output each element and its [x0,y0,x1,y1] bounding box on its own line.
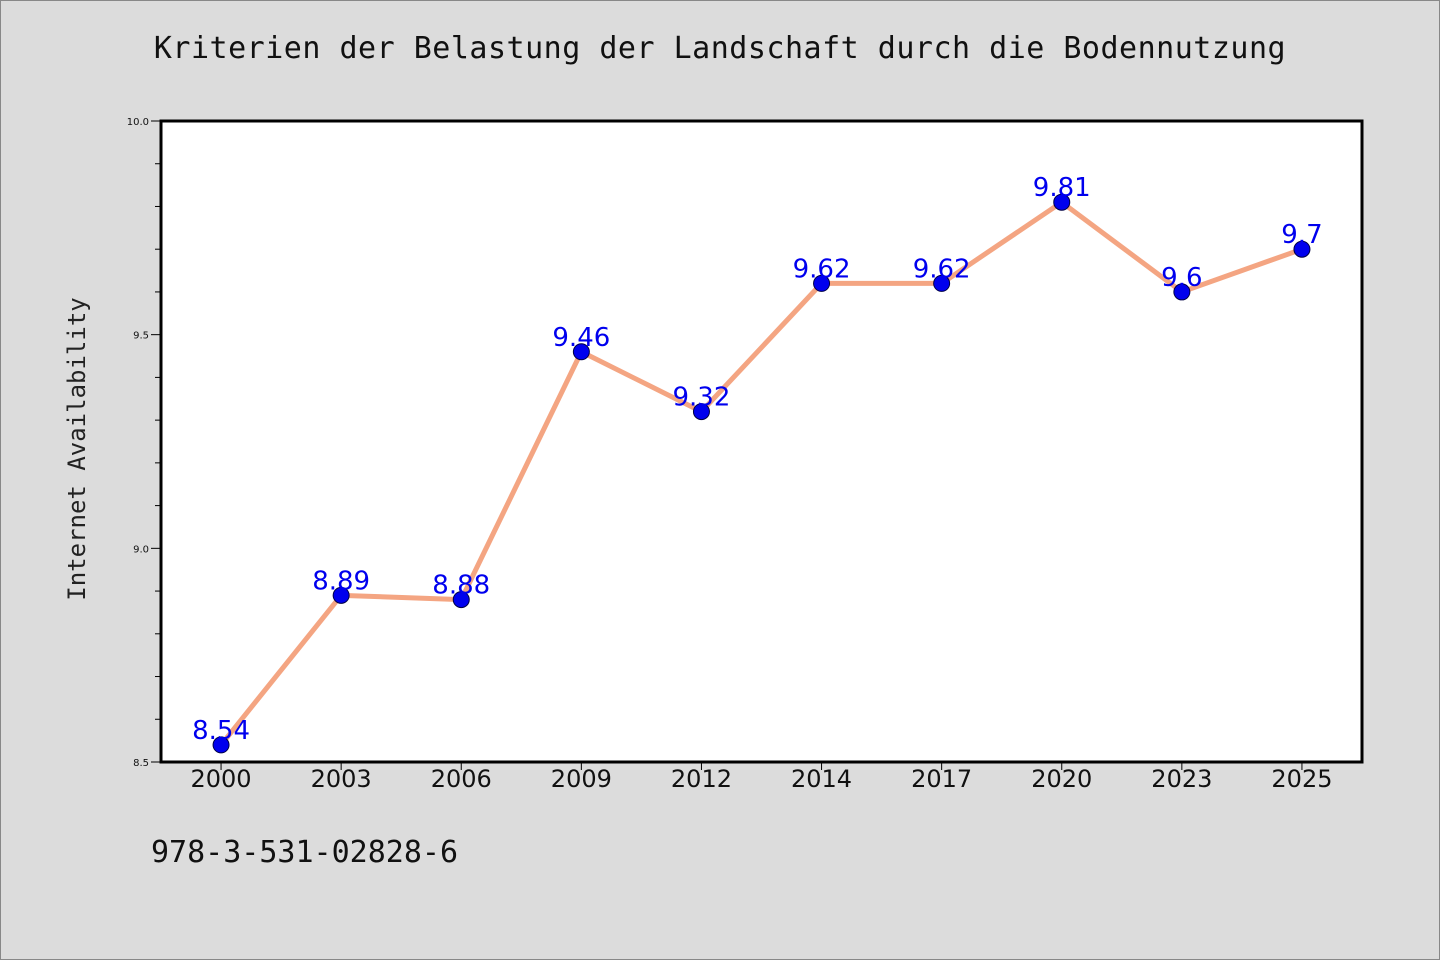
y-tick-label: 9.5 [133,331,149,342]
data-point [332,586,350,604]
data-point [212,736,230,754]
data-point [692,403,710,421]
y-axis-ticks: 8.5 9.0 9.5 10.0 [127,117,161,769]
data-point [1293,240,1311,258]
series-layer [212,193,1311,754]
data-label: 9.7 [1281,220,1322,250]
data-label: 9.6 [1161,263,1202,293]
data-point [452,591,470,609]
data-label: 9.81 [1033,173,1091,203]
data-label: 9.46 [552,323,610,353]
data-point [933,274,951,292]
x-axis-ticks: 2000 2003 2006 2009 2012 2014 2017 2020 2023 2025 [191,762,1332,793]
data-label: 8.89 [312,566,370,596]
data-point [1053,193,1071,211]
y-tick-label: 10.0 [127,117,149,128]
footer-code: 978-3-531-02828-6 [151,835,459,870]
x-tick-label: 2025 [1271,765,1332,793]
x-tick-label: 2006 [431,765,492,793]
data-point [813,274,831,292]
data-point [572,343,590,361]
x-tick-label: 2009 [551,765,612,793]
data-label: 8.54 [192,716,250,746]
x-tick-label: 2020 [1031,765,1092,793]
x-tick-label: 2014 [791,765,852,793]
y-tick-label: 8.5 [133,758,149,769]
data-point [1173,283,1191,301]
chart-title: Kriterien der Belastung der Landschaft d… [153,31,1287,66]
data-label: 9.62 [793,254,851,284]
y-tick-label: 9.0 [133,544,149,555]
x-tick-label: 2012 [671,765,732,793]
data-label: 8.88 [432,571,490,601]
data-label-layer: 8.54 8.89 8.88 9.46 9.32 9.62 9.62 9.81 9.6 9.7 [192,173,1323,746]
data-label: 9.62 [913,254,971,284]
data-label: 9.32 [673,383,731,413]
x-tick-label: 2003 [311,765,372,793]
series-line [218,199,1305,748]
x-tick-label: 2000 [191,765,252,793]
x-tick-label: 2017 [911,765,972,793]
x-tick-label: 2023 [1151,765,1212,793]
plot-area [159,119,1364,764]
